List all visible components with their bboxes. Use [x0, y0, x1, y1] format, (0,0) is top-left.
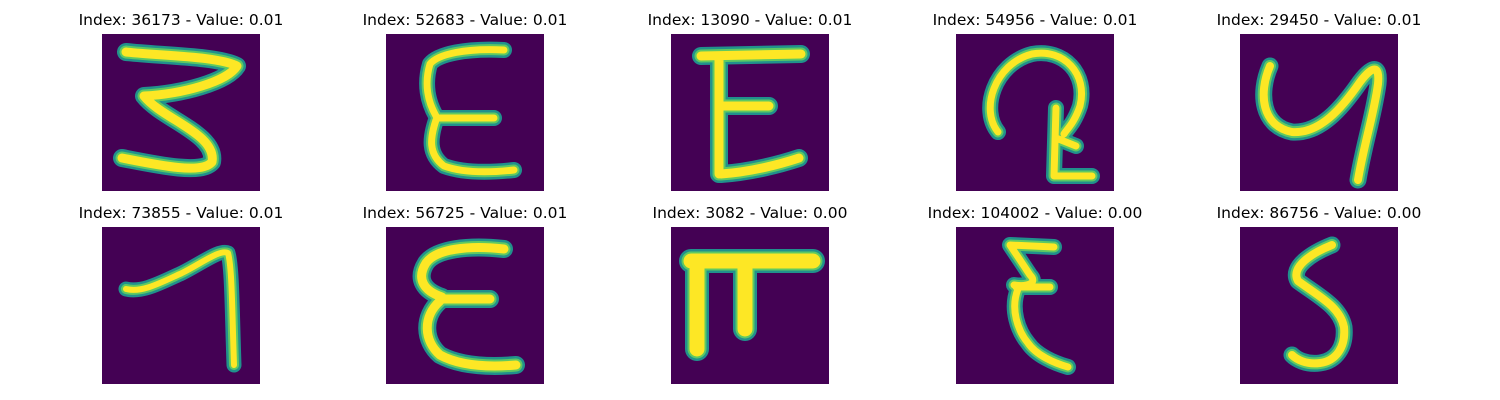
cell-title: Index: 29450 - Value: 0.01 — [1216, 11, 1422, 29]
cell-title: Index: 36173 - Value: 0.01 — [78, 11, 284, 29]
cell-title: Index: 104002 - Value: 0.00 — [927, 204, 1143, 222]
cell-title: Index: 73855 - Value: 0.01 — [78, 204, 284, 222]
grid-cell-4: Index: 54956 - Value: 0.01 — [890, 8, 1180, 191]
grid-cell-6: Index: 73855 - Value: 0.01 — [36, 201, 326, 384]
grid-cell-3: Index: 13090 - Value: 0.01 — [605, 8, 895, 191]
grid-cell-7: Index: 56725 - Value: 0.01 — [320, 201, 610, 384]
glyph-image — [671, 34, 829, 191]
cell-title: Index: 3082 - Value: 0.00 — [652, 204, 848, 222]
cell-title: Index: 54956 - Value: 0.01 — [932, 11, 1138, 29]
glyph-image — [386, 34, 544, 191]
glyph-image — [956, 227, 1114, 384]
grid-cell-5: Index: 29450 - Value: 0.01 — [1174, 8, 1464, 191]
grid-cell-9: Index: 104002 - Value: 0.00 — [890, 201, 1180, 384]
glyph-image — [102, 227, 260, 384]
glyph-image — [956, 34, 1114, 191]
glyph-image — [102, 34, 260, 191]
cell-title: Index: 56725 - Value: 0.01 — [362, 204, 568, 222]
grid-cell-1: Index: 36173 - Value: 0.01 — [36, 8, 326, 191]
glyph-image — [386, 227, 544, 384]
grid-cell-2: Index: 52683 - Value: 0.01 — [320, 8, 610, 191]
glyph-image — [671, 227, 829, 384]
cell-title: Index: 86756 - Value: 0.00 — [1216, 204, 1422, 222]
glyph-image — [1240, 227, 1398, 384]
grid-cell-8: Index: 3082 - Value: 0.00 — [605, 201, 895, 384]
glyph-image — [1240, 34, 1398, 191]
cell-title: Index: 52683 - Value: 0.01 — [362, 11, 568, 29]
grid-cell-10: Index: 86756 - Value: 0.00 — [1174, 201, 1464, 384]
cell-title: Index: 13090 - Value: 0.01 — [647, 11, 853, 29]
